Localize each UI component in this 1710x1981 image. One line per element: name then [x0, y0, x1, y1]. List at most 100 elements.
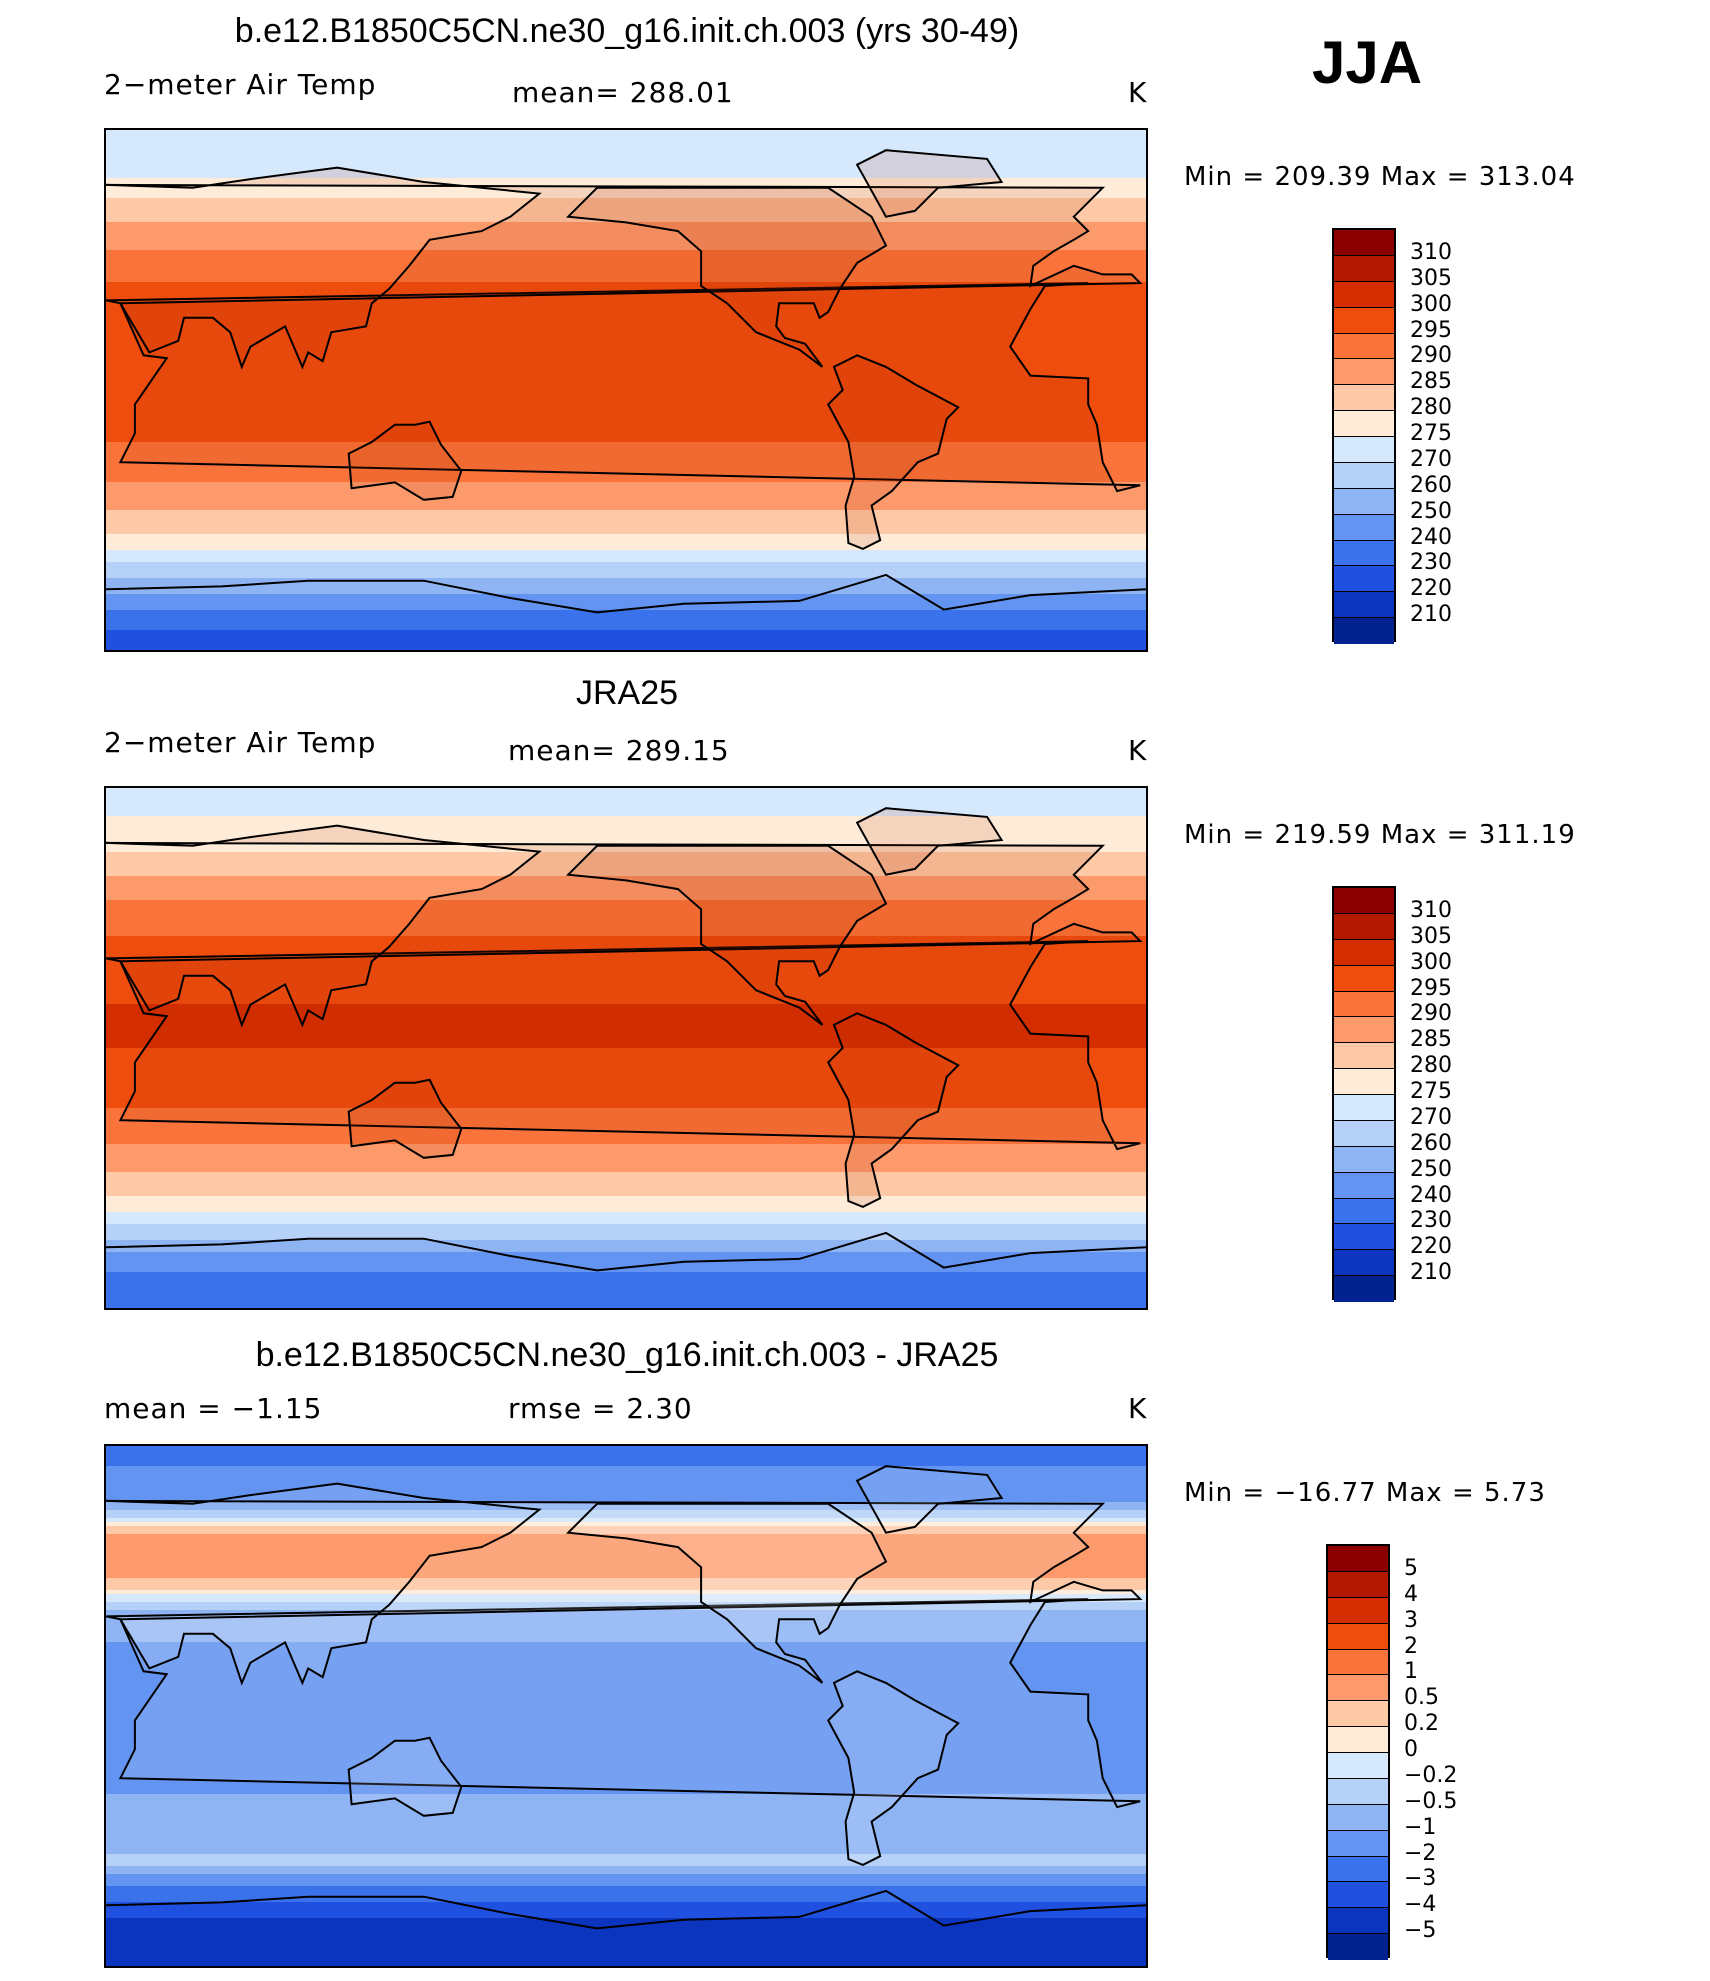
colorbar-swatch — [1328, 1856, 1388, 1883]
zonal-band — [106, 992, 1146, 997]
zonal-band — [106, 1742, 1146, 1747]
colorbar-swatch — [1328, 1804, 1388, 1831]
zonal-band — [106, 374, 1146, 379]
zonal-band — [106, 1498, 1146, 1503]
zonal-band — [106, 1702, 1146, 1707]
zonal-band — [106, 1486, 1146, 1491]
zonal-band — [106, 1000, 1146, 1005]
zonal-band — [106, 1016, 1146, 1021]
zonal-band — [106, 1822, 1146, 1827]
zonal-band — [106, 1466, 1146, 1471]
panel-3-mean: mean = −1.15 — [104, 1392, 323, 1425]
zonal-band — [106, 1678, 1146, 1683]
zonal-band — [106, 1108, 1146, 1113]
map-svg — [106, 1446, 1146, 1966]
zonal-band — [106, 1040, 1146, 1045]
zonal-band — [106, 1268, 1146, 1273]
colorbar-tick-label: −5 — [1404, 1918, 1437, 1944]
colorbar-swatch — [1334, 566, 1394, 593]
colorbar-swatch — [1334, 888, 1394, 914]
zonal-band — [106, 836, 1146, 841]
zonal-band — [106, 470, 1146, 475]
colorbar-swatch — [1334, 1276, 1394, 1302]
zonal-band — [106, 342, 1146, 347]
zonal-band — [106, 1534, 1146, 1539]
zonal-band — [106, 1088, 1146, 1093]
zonal-band — [106, 1950, 1146, 1955]
zonal-band — [106, 1458, 1146, 1463]
zonal-band — [106, 1882, 1146, 1887]
zonal-band — [106, 804, 1146, 809]
zonal-band — [106, 346, 1146, 351]
zonal-band — [106, 630, 1146, 635]
zonal-band — [106, 1782, 1146, 1787]
zonal-band — [106, 1666, 1146, 1671]
zonal-band — [106, 824, 1146, 829]
zonal-band — [106, 1922, 1146, 1927]
zonal-band — [106, 1898, 1146, 1903]
zonal-band — [106, 1662, 1146, 1667]
colorbar-tick-label: 270 — [1410, 1104, 1452, 1130]
zonal-band — [106, 1794, 1146, 1799]
colorbar-tick-label: 300 — [1410, 291, 1452, 317]
colorbar-tick-label: 250 — [1410, 1156, 1452, 1182]
colorbar-tick-label: 210 — [1410, 1260, 1452, 1286]
zonal-band — [106, 1494, 1146, 1499]
colorbar-swatch — [1328, 1727, 1388, 1753]
zonal-band — [106, 1774, 1146, 1779]
zonal-band — [106, 1212, 1146, 1217]
zonal-band — [106, 526, 1146, 531]
zonal-band — [106, 1706, 1146, 1711]
zonal-band — [106, 226, 1146, 231]
zonal-band — [106, 1112, 1146, 1117]
colorbar-tick-label: 3 — [1404, 1607, 1418, 1633]
map-svg — [106, 130, 1146, 650]
zonal-band — [106, 150, 1146, 155]
zonal-band — [106, 1954, 1146, 1959]
colorbar-tick-label: 310 — [1410, 239, 1452, 265]
colorbar-swatch — [1328, 1649, 1388, 1676]
zonal-band — [106, 486, 1146, 491]
zonal-band — [106, 602, 1146, 607]
colorbar-tick-label: 270 — [1410, 446, 1452, 472]
zonal-band — [106, 270, 1146, 275]
zonal-band — [106, 626, 1146, 631]
zonal-band — [106, 482, 1146, 487]
coastline — [106, 940, 1141, 1151]
zonal-band — [106, 242, 1146, 247]
zonal-band — [106, 1878, 1146, 1883]
zonal-band — [106, 1546, 1146, 1551]
zonal-band — [106, 1052, 1146, 1057]
zonal-band — [106, 322, 1146, 327]
zonal-band — [106, 1630, 1146, 1635]
zonal-band — [106, 222, 1146, 227]
zonal-band — [106, 852, 1146, 857]
zonal-band — [106, 1060, 1146, 1065]
zonal-band — [106, 1566, 1146, 1571]
zonal-band — [106, 1252, 1146, 1257]
zonal-band — [106, 278, 1146, 283]
zonal-band — [106, 1590, 1146, 1595]
zonal-band — [106, 1542, 1146, 1547]
zonal-band — [106, 1184, 1146, 1189]
zonal-band — [106, 1192, 1146, 1197]
zonal-band — [106, 1152, 1146, 1157]
zonal-band — [106, 442, 1146, 447]
zonal-band — [106, 912, 1146, 917]
zonal-band — [106, 1626, 1146, 1631]
zonal-band — [106, 1598, 1146, 1603]
colorbar-tick-label: 230 — [1410, 1208, 1452, 1234]
zonal-band — [106, 1160, 1146, 1165]
zonal-band — [106, 1858, 1146, 1863]
zonal-band — [106, 1116, 1146, 1121]
colorbar-swatch — [1328, 1753, 1388, 1779]
zonal-band — [106, 1874, 1146, 1879]
zonal-band — [106, 246, 1146, 251]
zonal-band — [106, 1870, 1146, 1875]
zonal-band — [106, 306, 1146, 311]
colorbar-swatch — [1334, 1250, 1394, 1277]
zonal-band — [106, 1120, 1146, 1125]
zonal-band — [106, 960, 1146, 965]
zonal-band — [106, 808, 1146, 813]
zonal-band — [106, 474, 1146, 479]
